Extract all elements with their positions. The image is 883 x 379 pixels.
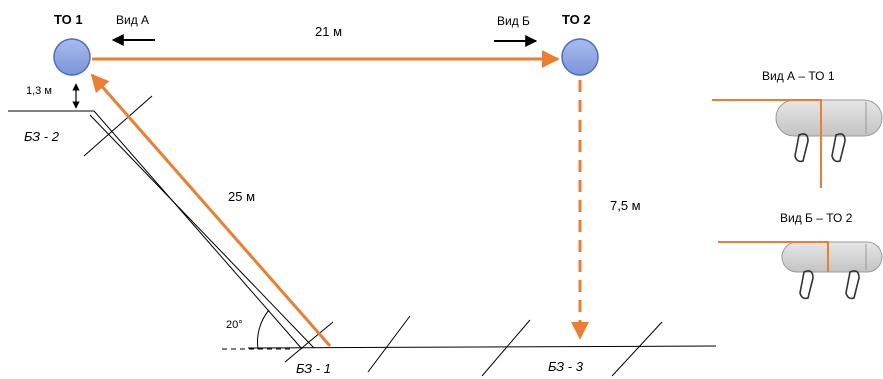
detail-view-b-title: Вид Б – ТО 2 — [780, 211, 853, 225]
to2-point — [561, 38, 599, 76]
carabiner-a-left-icon — [794, 133, 809, 163]
carabiner-b-left-icon — [799, 270, 814, 300]
distance-slope-label: 25 м — [228, 189, 255, 204]
bz1-label: БЗ - 1 — [296, 361, 331, 376]
bz2-label: БЗ - 2 — [24, 129, 60, 144]
bz2-hatch — [83, 95, 153, 157]
view-b-label: Вид Б — [497, 14, 530, 28]
slope-line-outer — [93, 110, 303, 350]
carabiner-a-right-icon — [831, 133, 846, 163]
angle-label: 20° — [226, 319, 243, 331]
detail-view-a: Вид А – ТО 1 — [712, 69, 883, 188]
angle-arc — [257, 309, 270, 350]
roller-a — [775, 99, 883, 137]
bz3-hatch-right — [611, 321, 663, 377]
distance-to1-to2-label: 21 м — [315, 24, 342, 39]
distance-vertical-label: 7,5 м — [610, 198, 641, 213]
to1-point — [53, 38, 91, 76]
carabiner-b-right-icon — [845, 270, 860, 300]
rope-detail-a — [712, 99, 822, 188]
rope-detail-b — [718, 241, 829, 272]
bz1-hatch-left — [284, 321, 334, 363]
bz1-hatch-right — [367, 315, 411, 373]
view-a-label: Вид А — [116, 13, 149, 27]
bz3-label: БЗ - 3 — [548, 359, 584, 374]
to1-label: ТО 1 — [54, 12, 83, 27]
detail-view-b: Вид Б – ТО 2 — [718, 211, 883, 300]
ground-line — [247, 345, 717, 349]
height-label: 1,3 м — [26, 85, 52, 97]
detail-view-a-title: Вид А – ТО 1 — [762, 69, 835, 83]
to2-label: ТО 2 — [562, 12, 591, 27]
rope-slope — [90, 73, 332, 347]
slope-line-inner — [89, 114, 315, 349]
bz3-hatch-left — [481, 319, 531, 377]
roller-b — [781, 241, 883, 273]
